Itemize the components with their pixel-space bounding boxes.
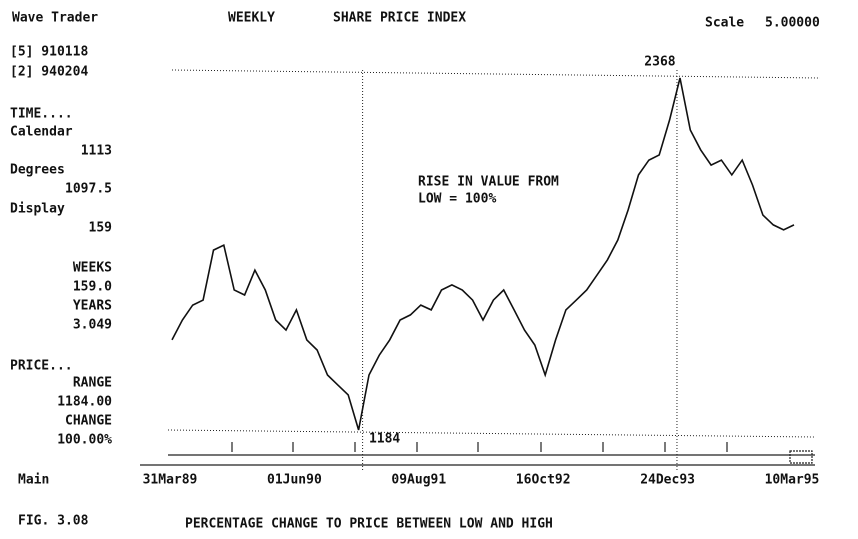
- high-line: [171, 69, 821, 79]
- app-name: Wave Trader: [12, 11, 98, 26]
- value: 1113: [81, 144, 112, 159]
- value: 3.049: [73, 318, 112, 333]
- x-tick-label: 16Oct92: [516, 473, 571, 488]
- heading: PRICE...: [10, 359, 73, 374]
- label: Calendar: [10, 125, 73, 140]
- annotation: LOW = 100%: [418, 192, 496, 207]
- value: 1184.00: [57, 395, 112, 410]
- value: 159.0: [73, 280, 112, 295]
- mode: Main: [18, 473, 49, 488]
- scale-value: 5.00000: [765, 16, 820, 31]
- low-label: 1184: [369, 432, 400, 447]
- x-tick-label: 24Dec93: [640, 473, 695, 488]
- heading: TIME....: [10, 107, 73, 122]
- point: [2] 940204: [10, 65, 88, 80]
- price-line: [171, 77, 795, 431]
- label: YEARS: [73, 299, 112, 314]
- instrument: SHARE PRICE INDEX: [333, 11, 466, 26]
- x-tick-label: 31Mar89: [143, 473, 198, 488]
- value: 100.00%: [57, 433, 112, 448]
- annotation: RISE IN VALUE FROM: [418, 175, 559, 190]
- label: CHANGE: [65, 414, 112, 429]
- low-line: [167, 429, 816, 438]
- x-tick-label: 09Aug91: [391, 473, 446, 488]
- value: 1097.5: [65, 182, 112, 197]
- caption: PERCENTAGE CHANGE TO PRICE BETWEEN LOW A…: [185, 517, 553, 532]
- label: WEEKS: [73, 261, 112, 276]
- point: [5] 910118: [10, 45, 88, 60]
- x-tick-label: 10Mar95: [765, 473, 820, 488]
- value: 159: [89, 221, 112, 236]
- x-tick-label: 01Jun90: [267, 473, 322, 488]
- label: RANGE: [73, 376, 112, 391]
- high-label: 2368: [644, 55, 675, 70]
- scale-label: Scale: [705, 16, 744, 31]
- figure-number: FIG. 3.08: [18, 514, 89, 529]
- label: Display: [10, 202, 65, 217]
- period: WEEKLY: [228, 11, 275, 26]
- time-ticks: [231, 442, 813, 464]
- label: Degrees: [10, 163, 65, 178]
